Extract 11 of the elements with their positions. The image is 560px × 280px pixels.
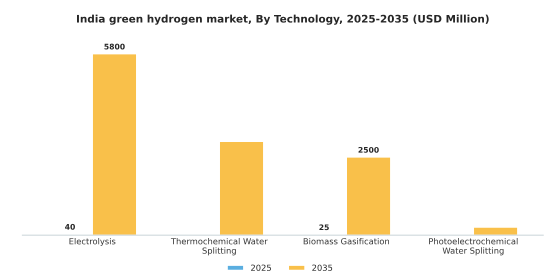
x-tick-label: Thermochemical Water Splitting bbox=[170, 238, 268, 256]
chart-title: India green hydrogen market, By Technology, 2025-2035 (USD Million) bbox=[76, 14, 489, 25]
x-tick-label: Electrolysis bbox=[70, 238, 116, 246]
x-tick-label: Biomass Gasification bbox=[304, 238, 390, 244]
legend-label: 2035 bbox=[312, 264, 332, 271]
bar bbox=[218, 140, 264, 236]
legend-label: 2025 bbox=[251, 264, 271, 271]
x-tick-label: Photoelectrochemical Water Splitting bbox=[429, 238, 518, 256]
bar bbox=[472, 226, 518, 236]
bar bbox=[92, 53, 138, 236]
bar bbox=[346, 156, 392, 236]
